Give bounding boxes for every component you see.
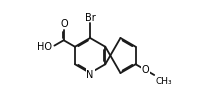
Text: O: O [142, 65, 149, 75]
Text: N: N [86, 69, 94, 79]
Text: CH₃: CH₃ [155, 77, 172, 86]
Text: HO: HO [37, 42, 52, 52]
Text: Br: Br [85, 13, 96, 22]
Text: O: O [60, 19, 68, 29]
